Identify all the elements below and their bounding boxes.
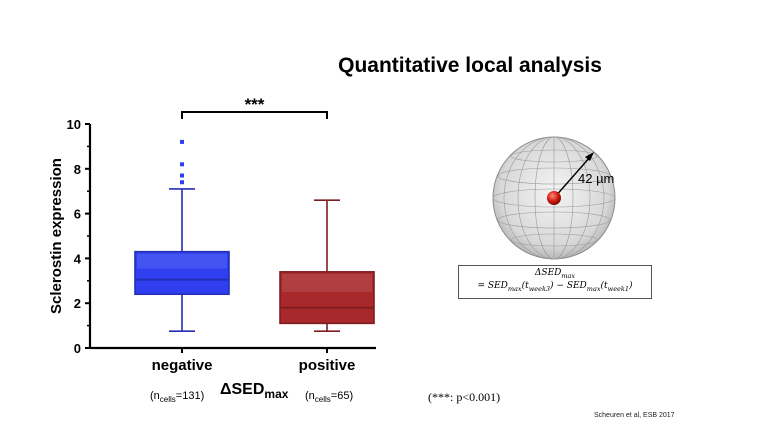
box-negative <box>134 139 230 333</box>
box-highlight <box>137 253 227 269</box>
significance-stars: *** <box>245 95 265 114</box>
outlier-point <box>180 180 184 185</box>
y-ticks: 0 2 4 6 8 10 <box>67 117 328 356</box>
formula-line-1: ΔSEDmax <box>534 268 576 280</box>
slide-title: Quantitative local analysis <box>338 54 602 77</box>
citation: Scheuren et al, ESB 2017 <box>594 412 675 419</box>
radius-label: 42 µm <box>578 171 615 186</box>
outlier-point <box>180 173 184 178</box>
radius-arrowhead <box>585 152 594 161</box>
y-tick-label: 6 <box>74 207 81 222</box>
y-tick-label: 2 <box>74 296 81 311</box>
significance-line <box>181 111 328 119</box>
outlier-point <box>180 162 184 167</box>
p-value-note: (***: p<0.001) <box>428 390 501 404</box>
significance-bracket: *** <box>181 95 328 119</box>
box-highlight <box>282 273 372 292</box>
x-tick-labels: negative positive <box>152 357 356 374</box>
sphere-meridians <box>503 136 605 260</box>
sphere-illustration <box>492 136 616 260</box>
formula-line-2: = SEDmax(tweek3) − SEDmax(tweek1) <box>477 280 633 293</box>
box-positive <box>279 199 375 333</box>
boxes <box>134 139 375 333</box>
y-tick-label: 0 <box>74 341 81 356</box>
cell-center-marker <box>547 191 561 205</box>
y-tick-label: 8 <box>74 162 81 177</box>
formula-box: ΔSEDmax = SEDmax(tweek3) − SEDmax(tweek1… <box>458 265 652 299</box>
y-tick-label: 10 <box>67 117 81 132</box>
y-axis-label: Sclerostin expression <box>48 158 65 314</box>
radius-line <box>553 155 592 199</box>
ncells-positive: (ncells=65) <box>305 390 354 405</box>
outlier-point <box>180 139 184 144</box>
x-axis-title: ΔSEDmax <box>220 381 289 402</box>
x-tick-label: positive <box>299 357 356 374</box>
x-tick-label: negative <box>152 357 213 374</box>
sphere-parallels <box>492 149 616 247</box>
y-tick-label: 4 <box>74 251 82 266</box>
ncells-negative: (ncells=131) <box>150 390 205 405</box>
